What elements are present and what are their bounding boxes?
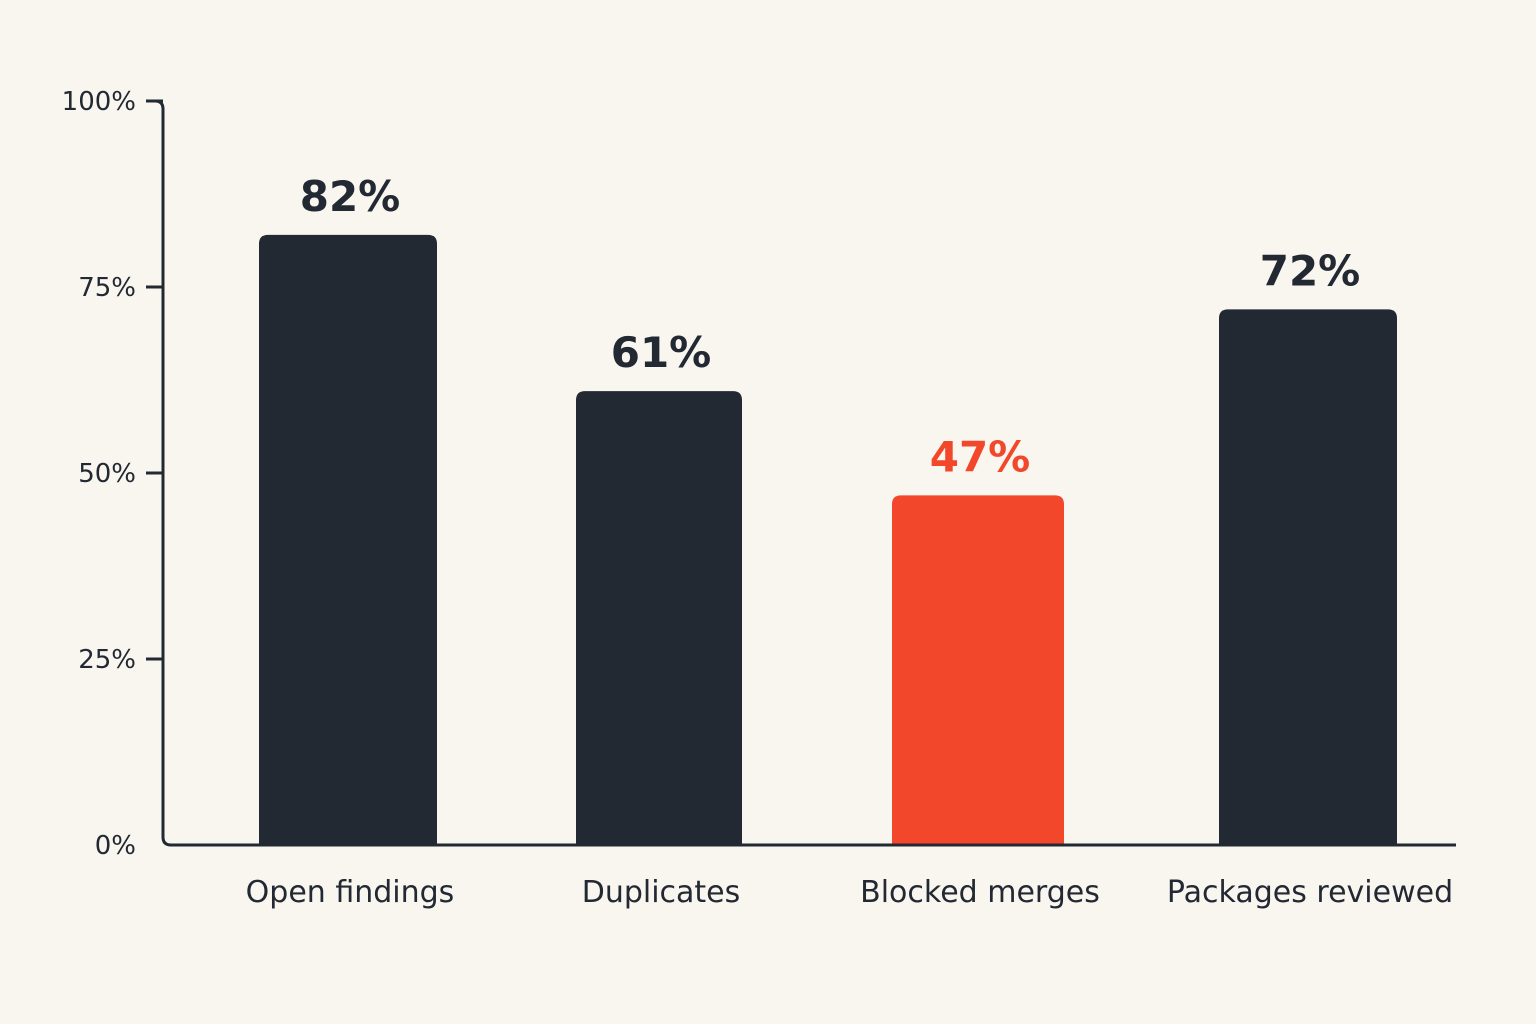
data-label: 47%	[930, 432, 1031, 481]
bar-packages-reviewed	[1219, 309, 1397, 845]
y-tick-label: 25%	[78, 645, 136, 675]
axis-lines	[146, 99, 1456, 847]
x-tick-label: Open findings	[246, 875, 455, 910]
data-label: 72%	[1260, 246, 1361, 295]
bars	[259, 234, 1397, 846]
y-tick-label: 0%	[95, 831, 136, 861]
y-tick-label: 50%	[78, 459, 136, 489]
y-axis-ticks: 0% 25% 50% 75% 100%	[62, 87, 163, 861]
data-label: 82%	[300, 172, 401, 221]
y-tick-label: 100%	[62, 87, 136, 117]
data-label: 61%	[611, 328, 712, 377]
bar-open-findings	[259, 234, 437, 846]
bar-duplicates	[576, 391, 742, 845]
data-labels: 82% 61% 47% 72%	[300, 172, 1361, 481]
category-labels: Open findings Duplicates Blocked merges Pac…	[246, 875, 1453, 910]
x-tick-label: Duplicates	[582, 875, 741, 910]
y-tick-label: 75%	[78, 273, 136, 303]
x-tick-label: Blocked merges	[860, 875, 1100, 910]
bar-blocked-merges	[892, 495, 1064, 845]
x-tick-label: Packages reviewed	[1167, 875, 1453, 910]
